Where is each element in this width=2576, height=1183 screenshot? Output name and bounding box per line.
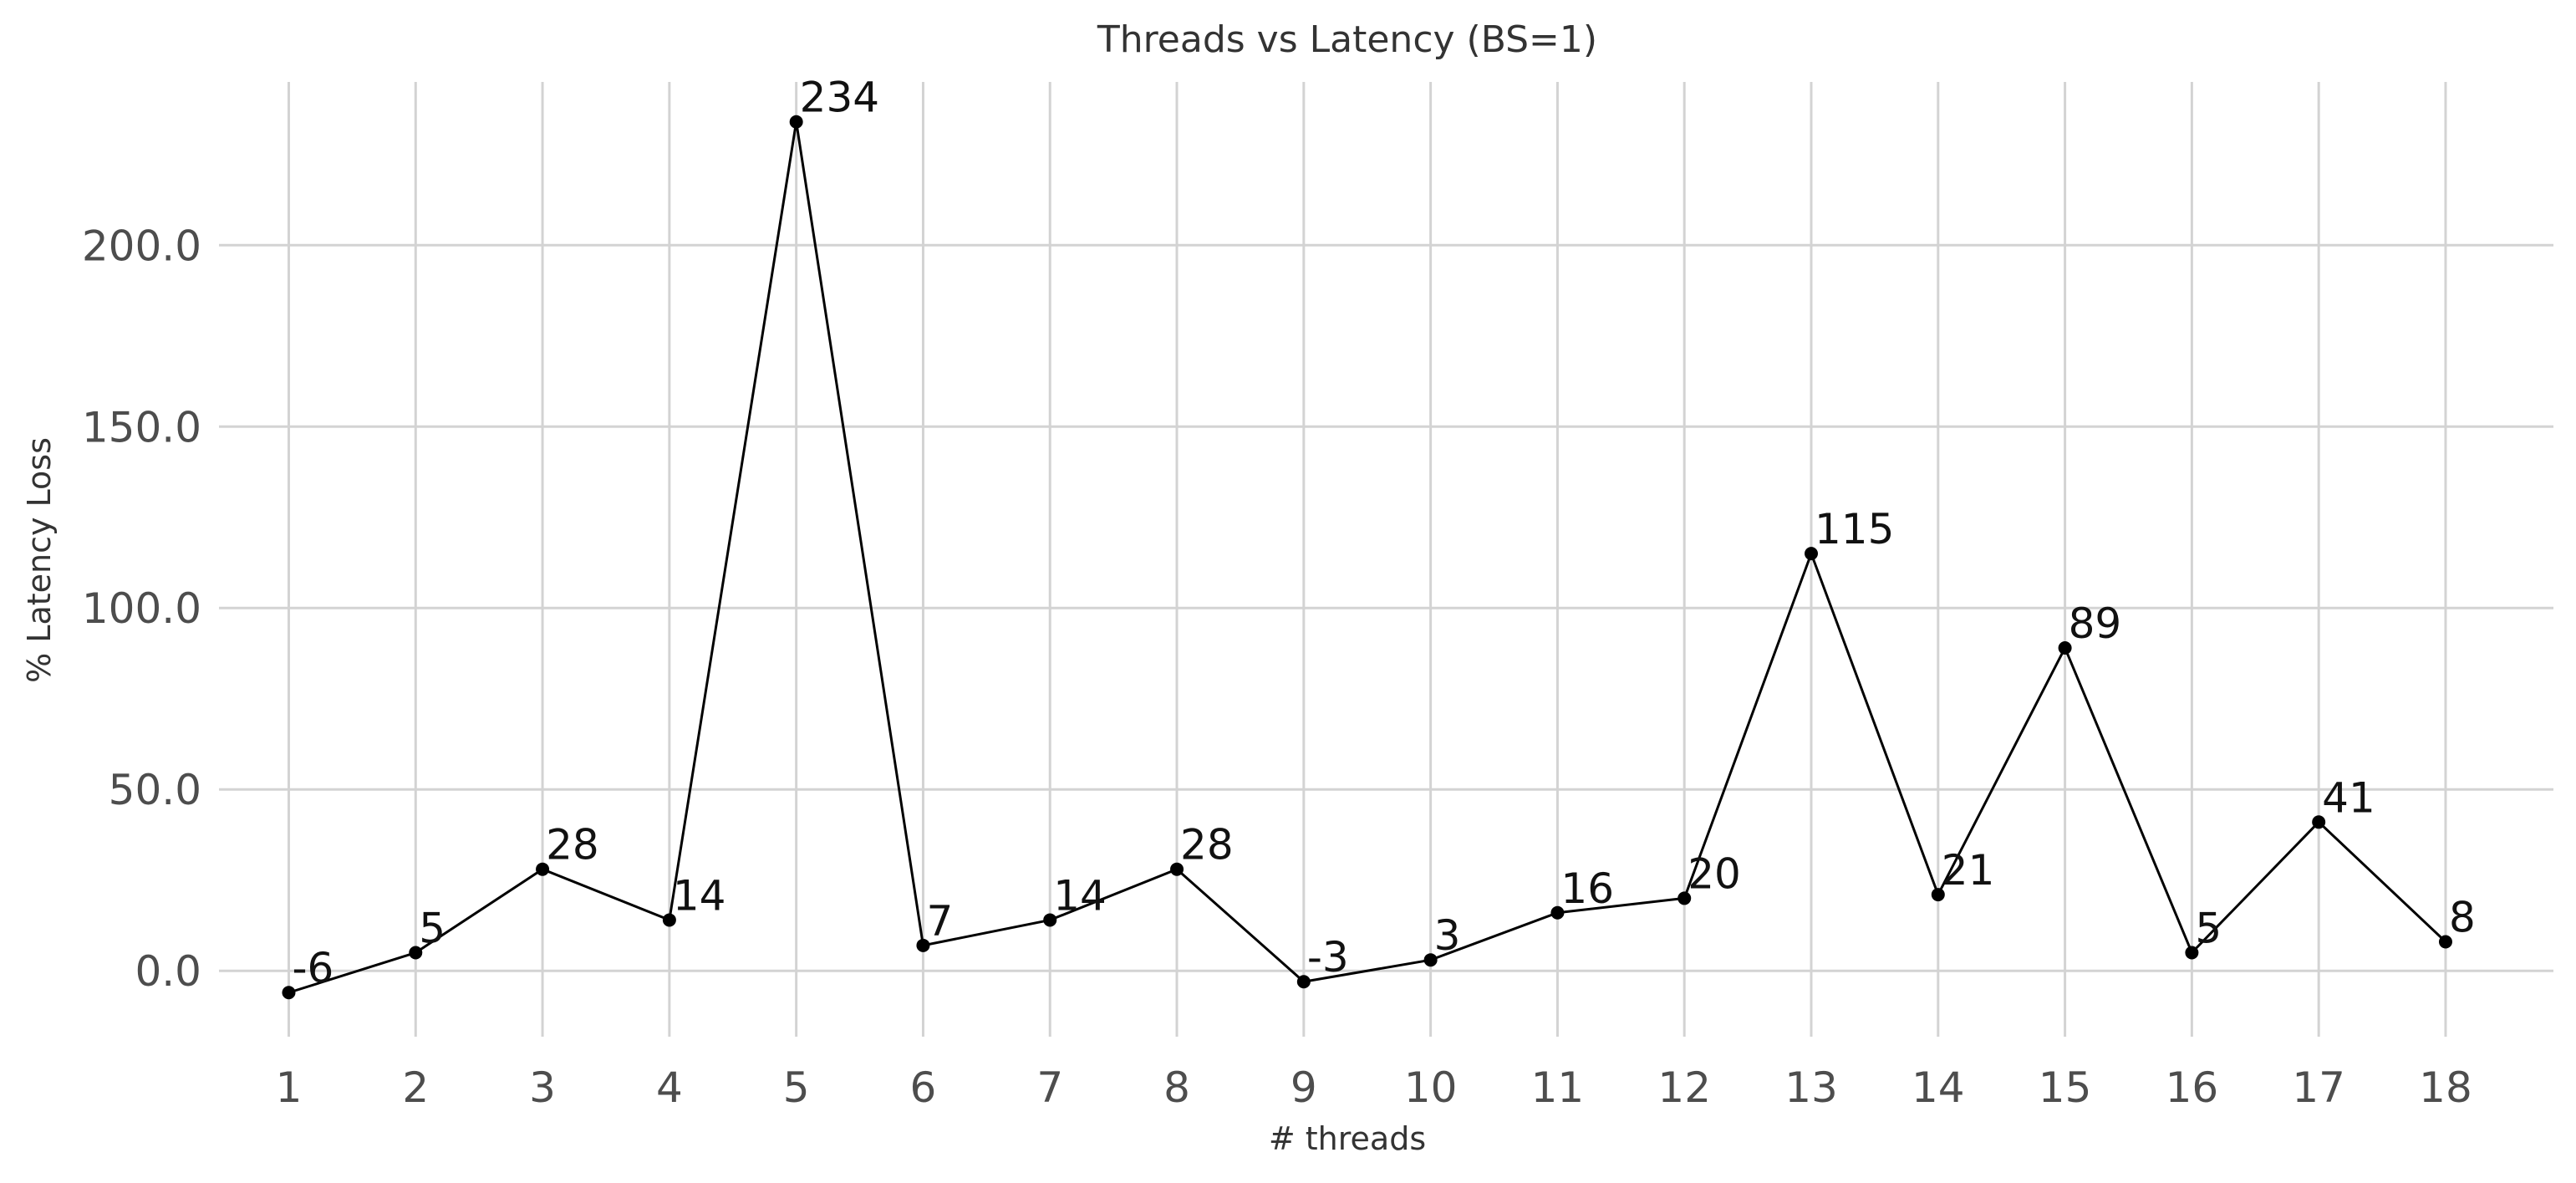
x-tick-label-7: 8 xyxy=(1163,1063,1190,1112)
data-label-4: 14 xyxy=(673,871,726,920)
data-point-13 xyxy=(1805,547,1819,561)
y-tick-label-0: 0.0 xyxy=(135,947,201,996)
y-tick-label-3: 150.0 xyxy=(82,403,201,451)
data-label-12: 20 xyxy=(1688,849,1741,898)
data-label-10: 3 xyxy=(1434,911,1461,960)
data-label-18: 8 xyxy=(2449,893,2476,941)
data-point-3 xyxy=(536,862,550,876)
x-tick-label-11: 12 xyxy=(1657,1063,1711,1112)
data-point-1 xyxy=(282,986,296,1000)
data-label-2: 5 xyxy=(419,905,445,953)
y-tick-label-1: 50.0 xyxy=(109,766,201,814)
data-label-layer: -6 5 28 14 234 7 14 28 -3 3 16 20 115 21 89 5 41 8 xyxy=(292,74,2475,993)
data-point-4 xyxy=(662,913,676,927)
data-label-17: 41 xyxy=(2322,773,2375,822)
data-label-8: 28 xyxy=(1180,821,1234,869)
x-tick-label-12: 13 xyxy=(1784,1063,1838,1112)
x-tick-label-6: 7 xyxy=(1036,1063,1063,1112)
data-label-5: 234 xyxy=(800,74,879,122)
data-point-18 xyxy=(2438,935,2452,949)
x-tick-label-14: 15 xyxy=(2039,1063,2092,1112)
x-tick-label-0: 1 xyxy=(276,1063,303,1112)
latency-series-line xyxy=(288,121,2447,994)
y-axis-label: % Latency Loss xyxy=(21,437,58,683)
series-layer xyxy=(282,115,2452,1000)
data-label-3: 28 xyxy=(546,821,599,869)
x-tick-label-9: 10 xyxy=(1404,1063,1458,1112)
x-tick-label-15: 16 xyxy=(2166,1063,2219,1112)
y-tick-label-2: 100.0 xyxy=(82,584,201,633)
x-tick-label-5: 6 xyxy=(910,1063,937,1112)
x-tick-label-10: 11 xyxy=(1531,1063,1585,1112)
data-point-8 xyxy=(1170,862,1184,876)
data-label-9: -3 xyxy=(1307,933,1349,982)
data-label-6: 7 xyxy=(926,897,953,946)
y-tick-label-4: 200.0 xyxy=(82,222,201,270)
data-label-14: 21 xyxy=(1942,846,1995,895)
x-tick-label-4: 5 xyxy=(783,1063,810,1112)
data-label-16: 5 xyxy=(2195,905,2222,953)
data-point-11 xyxy=(1550,905,1565,920)
data-point-14 xyxy=(1931,888,1945,902)
data-point-15 xyxy=(2058,640,2072,655)
grid-layer xyxy=(219,82,2553,1037)
data-point-7 xyxy=(1043,913,1057,927)
x-tick-label-17: 18 xyxy=(2419,1063,2472,1112)
data-point-12 xyxy=(1677,891,1692,905)
data-point-16 xyxy=(2185,946,2199,960)
chart-title: Threads vs Latency (BS=1) xyxy=(1097,18,1597,61)
data-point-2 xyxy=(409,946,423,960)
data-point-10 xyxy=(1423,953,1438,967)
data-label-13: 115 xyxy=(1815,505,1894,553)
data-label-15: 89 xyxy=(2069,599,2122,648)
data-label-1: -6 xyxy=(292,944,333,992)
x-tick-label-8: 9 xyxy=(1291,1063,1317,1112)
data-point-17 xyxy=(2312,815,2326,829)
x-tick-label-16: 17 xyxy=(2292,1063,2345,1112)
data-point-6 xyxy=(916,938,930,952)
data-point-5 xyxy=(789,115,803,129)
data-point-9 xyxy=(1296,975,1311,989)
x-axis-label: # threads xyxy=(1269,1120,1426,1157)
x-tick-label-2: 3 xyxy=(529,1063,556,1112)
x-tick-label-3: 4 xyxy=(656,1063,683,1112)
x-tick-label-13: 14 xyxy=(1912,1063,1965,1112)
data-label-7: 14 xyxy=(1053,871,1107,920)
x-tick-label-1: 2 xyxy=(402,1063,429,1112)
data-label-11: 16 xyxy=(1560,864,1614,913)
